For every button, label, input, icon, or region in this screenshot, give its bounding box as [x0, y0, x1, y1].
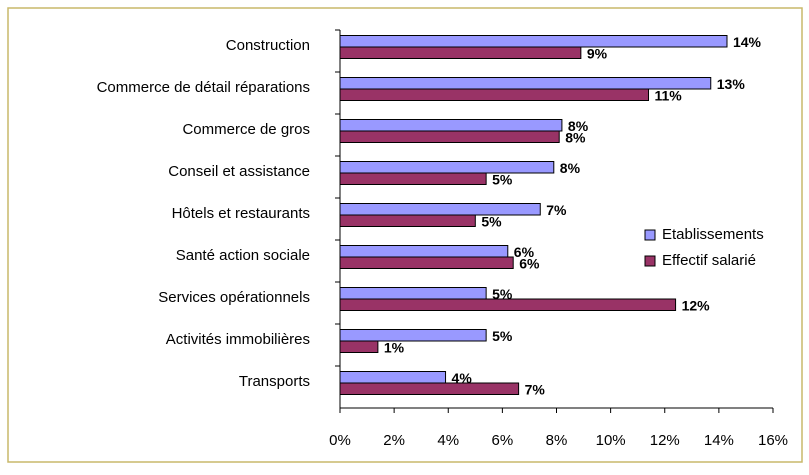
- bar: [339, 382, 520, 395]
- value-label: 11%: [655, 87, 683, 103]
- value-label: 4%: [452, 370, 473, 386]
- y-tick-label: Transports: [239, 373, 310, 390]
- value-label: 9%: [587, 45, 608, 61]
- bar: [339, 214, 476, 227]
- value-label: 5%: [492, 171, 513, 187]
- value-label: 14%: [733, 34, 762, 50]
- bar: [339, 329, 487, 342]
- value-label: 7%: [546, 202, 567, 218]
- value-label: 7%: [525, 381, 546, 397]
- value-label: 13%: [717, 76, 746, 92]
- value-label: 1%: [384, 339, 405, 355]
- bar: [339, 371, 447, 384]
- y-tick-label: Commerce de gros: [182, 121, 310, 138]
- bar: [339, 287, 487, 300]
- value-label: 5%: [492, 328, 513, 344]
- bar: [339, 245, 509, 258]
- bar: [339, 161, 555, 174]
- y-tick-label: Commerce de détail réparations: [97, 79, 310, 96]
- legend-label: Etablissements: [662, 226, 764, 243]
- bar: [339, 172, 487, 185]
- bar: [339, 203, 541, 216]
- value-label: 6%: [514, 244, 535, 260]
- y-tick-label: Conseil et assistance: [168, 163, 310, 180]
- value-label: 5%: [492, 286, 513, 302]
- bar: [339, 256, 514, 269]
- y-tick-label: Hôtels et restaurants: [172, 205, 310, 222]
- bar: [339, 130, 560, 143]
- x-tick-label: 6%: [492, 432, 514, 449]
- value-label: 8%: [568, 118, 589, 134]
- x-tick-label: 2%: [383, 432, 405, 449]
- bar: [339, 35, 728, 48]
- bar: [339, 46, 582, 59]
- y-tick-label: Construction: [226, 37, 310, 54]
- bar: [339, 298, 677, 311]
- bar: [339, 88, 650, 101]
- x-tick-label: 4%: [437, 432, 459, 449]
- value-label: 8%: [565, 129, 586, 145]
- value-label: 5%: [481, 213, 502, 229]
- x-tick-label: 16%: [758, 432, 788, 449]
- bar: [339, 340, 379, 353]
- value-label: 8%: [560, 160, 581, 176]
- bar: [339, 119, 563, 132]
- y-tick-label: Services opérationnels: [158, 289, 310, 306]
- y-tick-label: Activités immobilières: [166, 331, 310, 348]
- x-tick-label: 0%: [329, 432, 351, 449]
- x-tick-label: 10%: [596, 432, 626, 449]
- legend-label: Effectif salarié: [662, 252, 756, 269]
- value-label: 6%: [519, 255, 540, 271]
- value-label: 12%: [682, 297, 711, 313]
- y-tick-label: Santé action sociale: [176, 247, 310, 264]
- legend-swatch: [644, 255, 656, 267]
- x-tick-label: 8%: [546, 432, 568, 449]
- x-tick-label: 14%: [704, 432, 734, 449]
- legend-swatch: [644, 229, 656, 241]
- x-tick-label: 12%: [650, 432, 680, 449]
